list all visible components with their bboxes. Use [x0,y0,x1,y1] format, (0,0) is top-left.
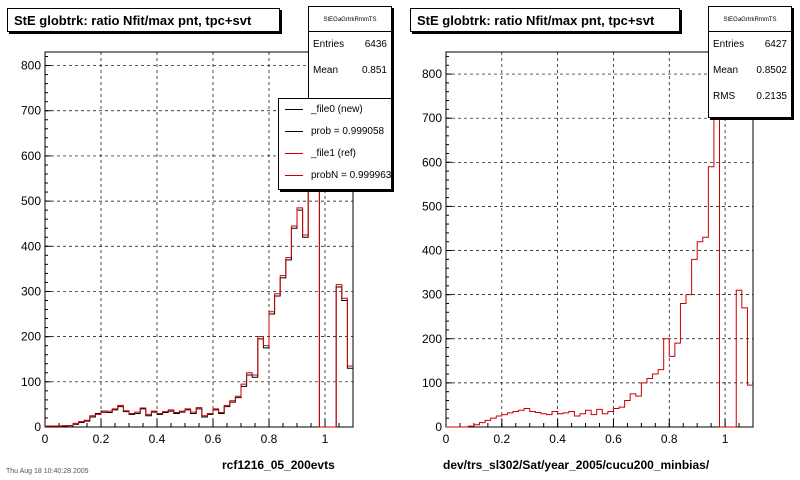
chart-title-right: StE globtrk: ratio Nfit/max pnt, tpc+svt [410,8,680,32]
legend-entry-file0: _file0 (new) [279,99,391,121]
legend-swatch [285,131,303,132]
legend-swatch [285,109,303,110]
x-tick-label: 0.8 [261,432,278,446]
y-tick-label: 600 [21,149,41,163]
y-tick-label: 800 [21,59,41,73]
y-tick-label: 300 [21,284,41,298]
x-tick-label: 0 [42,432,49,446]
y-tick-label: 700 [422,111,442,125]
stats-row-rms: RMS 0.2135 [709,84,791,110]
stats-value: 0.2135 [756,91,787,102]
stats-name: StEGaGrtrkRmmTS [709,7,791,32]
x-tick-label: 0.4 [149,432,166,446]
x-tick-label: 0.8 [661,432,678,446]
y-tick-label: 300 [422,288,442,302]
y-tick-label: 500 [21,194,41,208]
y-tick-label: 700 [21,104,41,118]
legend-box: _file0 (new) prob = 0.999058 _file1 (ref… [278,98,392,190]
legend-entry-prob: prob = 0.999058 [279,121,391,143]
stats-value: 6436 [364,39,387,50]
y-tick-label: 400 [422,244,442,258]
y-tick-label: 600 [422,155,442,169]
x-axis-title-right: dev/trs_sl302/Sat/year_2005/cucu200_minb… [443,458,710,472]
x-tick-label: 1 [322,432,329,446]
legend-entry-probn: probN = 0.999963 [279,165,391,187]
y-tick-label: 200 [21,330,41,344]
stats-row-mean: Mean 0.8502 [709,58,791,84]
legend-label: _file0 (new) [311,104,363,115]
y-tick-label: 100 [21,375,41,389]
x-tick-label: 0.4 [549,432,566,446]
y-tick-label: 200 [422,332,442,346]
chart-title-left: StE globtrk: ratio Nfit/max pnt, tpc+svt [7,8,280,32]
x-tick-label: 1 [722,432,729,446]
y-tick-label: 800 [422,67,442,81]
legend-swatch [285,175,303,176]
y-tick-label: 0 [435,420,442,434]
histogram-series--file1-ref- [44,62,353,428]
plot-frame [445,51,754,428]
stats-value: 0.851 [361,65,387,76]
legend-swatch [285,153,303,154]
legend-label: _file1 (ref) [311,148,357,159]
x-axis-title-left: rcf1216_05_200evts [222,458,335,472]
legend-entry-file1: _file1 (ref) [279,143,391,165]
stats-label: Entries [313,39,345,50]
stats-row-entries: Entries 6427 [709,32,791,58]
y-tick-label: 400 [21,239,41,253]
y-tick-label: 500 [422,199,442,213]
x-tick-label: 0.2 [93,432,110,446]
stats-label: Entries [713,39,745,50]
stats-box-right: StEGaGrtrkRmmTS Entries 6427 Mean 0.8502… [708,6,792,118]
x-tick-label: 0.6 [205,432,222,446]
legend-label: probN = 0.999963 [311,170,392,181]
y-tick-label: 100 [422,376,442,390]
stats-value: 0.8502 [756,65,787,76]
stats-label: RMS [713,91,736,102]
footer-timestamp: Thu Aug 18 10:40:28 2005 [6,468,89,475]
stats-row-entries: Entries 6436 [309,32,391,58]
stats-name: StEGaGrtrkRmmTS [309,7,391,32]
stats-box-left: StEGaGrtrkRmmTS Entries 6436 Mean 0.851 [308,6,392,116]
stats-label: Mean [313,65,339,76]
x-tick-label: 0.2 [493,432,510,446]
histogram-series-main [446,51,753,428]
x-tick-label: 0.6 [605,432,622,446]
stats-label: Mean [713,65,739,76]
stats-row-mean: Mean 0.851 [309,58,391,84]
stats-value: 6427 [764,39,787,50]
x-tick-label: 0 [443,432,450,446]
legend-label: prob = 0.999058 [311,126,385,137]
y-tick-label: 0 [34,420,41,434]
